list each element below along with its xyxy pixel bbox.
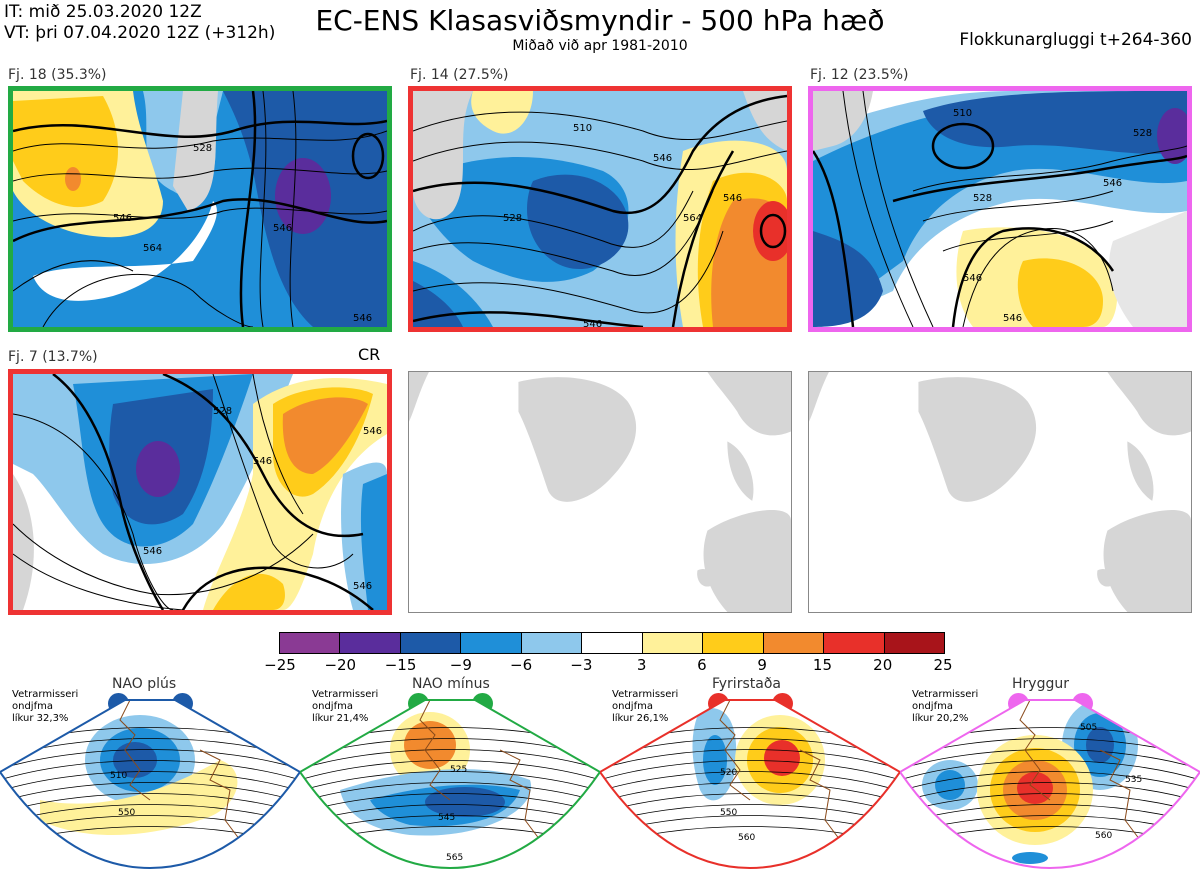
init-time: IT: mið 25.03.2020 12Z [4, 2, 202, 22]
colorbar-swatch [884, 633, 944, 653]
regime-stats-line: Vetrarmisseri [12, 689, 79, 700]
regime-fan-map: 505 535 560 [900, 699, 1200, 870]
contour-label: 546 [963, 273, 982, 284]
regime-fan-map: 525 545 565 [300, 699, 600, 870]
colorbar-swatch [763, 633, 825, 653]
regime-contour-label: 545 [438, 813, 455, 823]
panel-4-label: Fj. 7 (13.7%) [8, 349, 98, 365]
regime-stats-line: ondjfma [12, 701, 53, 712]
regime-name: Hryggur [1012, 676, 1069, 692]
regime-stats-line: líkur 21,4% [312, 713, 369, 724]
contour-label: 528 [503, 213, 522, 224]
colorbar-tick-label: 20 [873, 656, 893, 674]
colorbar-swatch [642, 633, 704, 653]
colorbar [279, 632, 945, 654]
colorbar-swatch [703, 633, 764, 653]
regime-stats-line: Vetrarmisseri [912, 689, 979, 700]
regime-stats-line: ondjfma [312, 701, 353, 712]
regime-stats-line: Vetrarmisseri [612, 689, 679, 700]
page-title: EC-ENS Klasasviðsmyndir - 500 hPa hæð [315, 4, 885, 37]
contour-label: 546 [583, 319, 602, 327]
regime-name: Fyrirstaða [712, 676, 781, 692]
regime-stats-line: ondjfma [912, 701, 953, 712]
regime-stats: Vetrarmisseri ondjfma líkur 20,2% [912, 689, 978, 725]
panel-2-label: Fj. 14 (27.5%) [410, 67, 509, 83]
regime-contour-label: 560 [738, 833, 755, 843]
colorbar-swatch [824, 633, 885, 653]
classification-window: Flokkunargluggi t+264-360 [959, 30, 1192, 50]
contour-label: 546 [1103, 178, 1122, 189]
regime-contour-label: 550 [118, 808, 135, 818]
colorbar-tick-label: −9 [449, 656, 472, 674]
contour-label: 564 [143, 243, 162, 254]
header-left: IT: mið 25.03.2020 12Z VT: þri 07.04.202… [4, 2, 275, 44]
panel-1-label: Fj. 18 (35.3%) [8, 67, 107, 83]
regime-stats: Vetrarmisseri ondjfma líkur 21,4% [312, 689, 378, 725]
colorbar-swatch [582, 633, 643, 653]
regime-contour-label: 565 [446, 853, 463, 863]
contour-label: 546 [1003, 313, 1022, 324]
colorbar-tick-label: 9 [757, 656, 767, 674]
cluster-map-1: 528 546 564 546 546 [8, 86, 392, 332]
regime-stats: Vetrarmisseri ondjfma líkur 26,1% [612, 689, 678, 725]
contour-label: 528 [973, 193, 992, 204]
panel-3-label: Fj. 12 (23.5%) [810, 67, 909, 83]
colorbar-swatch [400, 633, 462, 653]
colorbar-tick-label: 3 [636, 656, 647, 674]
regime-contour-label: 525 [450, 765, 467, 775]
regime-contour-label: 520 [720, 768, 737, 778]
colorbar-tick-label: −15 [384, 656, 417, 674]
colorbar-tick-label: −20 [324, 656, 357, 674]
regime-stats: Vetrarmisseri ondjfma líkur 32,3% [12, 689, 78, 725]
contour-label: 528 [193, 143, 212, 154]
regime-contour-label: 535 [1125, 775, 1142, 785]
regime-contour-label: 550 [720, 808, 737, 818]
contour-label: 546 [113, 213, 132, 224]
regime-name: NAO mínus [412, 676, 490, 692]
regime-name: NAO plús [112, 676, 177, 692]
colorbar-tick-label: −6 [510, 656, 533, 674]
colorbar-tick-label: 6 [697, 656, 707, 674]
colorbar-tick-label: −3 [570, 656, 593, 674]
cluster-map-3: 510 528 546 528 546 546 [808, 86, 1192, 332]
contour-label: 528 [213, 406, 232, 417]
contour-label: 546 [653, 153, 672, 164]
contour-label: 546 [273, 223, 292, 234]
regime-fan-map: 510 550 [0, 699, 300, 870]
empty-map-2 [808, 371, 1192, 613]
regime-stats-line: Vetrarmisseri [312, 689, 379, 700]
cluster-map-2: 510 528 546 564 546 546 [408, 86, 792, 332]
cluster-map-4: 528 546 546 546 546 [8, 369, 392, 615]
regime-stats-line: líkur 20,2% [912, 713, 969, 724]
empty-map-1 [408, 371, 792, 613]
contour-label: 546 [143, 546, 162, 557]
page-subtitle: Miðað við apr 1981-2010 [512, 38, 688, 54]
contour-label: 528 [1133, 128, 1152, 139]
contour-label: 546 [353, 313, 372, 324]
regime-stats-line: ondjfma [612, 701, 653, 712]
colorbar-tick-label: 25 [933, 656, 953, 674]
colorbar-swatch [521, 633, 583, 653]
contour-label: 510 [953, 108, 972, 119]
contour-label: 546 [363, 426, 382, 437]
colorbar-tick-label: −25 [264, 656, 296, 674]
contour-label: 546 [723, 193, 742, 204]
regime-contour-label: 560 [1095, 831, 1112, 841]
regime-contour-label: 505 [1080, 723, 1097, 733]
valid-time: VT: þri 07.04.2020 12Z (+312h) [4, 23, 276, 43]
regime-stats-line: líkur 26,1% [612, 713, 669, 724]
colorbar-swatch [340, 633, 401, 653]
colorbar-swatch [461, 633, 522, 653]
colorbar-tick-label: 15 [812, 656, 832, 674]
contour-label: 546 [253, 456, 272, 467]
regime-stats-line: líkur 32,3% [12, 713, 69, 724]
colorbar-swatch [280, 633, 341, 653]
regime-fan-map: 520 550 560 [600, 699, 900, 870]
cr-label: CR [358, 345, 381, 364]
contour-label: 546 [353, 581, 372, 592]
regime-contour-label: 510 [110, 771, 127, 781]
contour-label: 510 [573, 123, 592, 134]
contour-label: 564 [683, 213, 702, 224]
